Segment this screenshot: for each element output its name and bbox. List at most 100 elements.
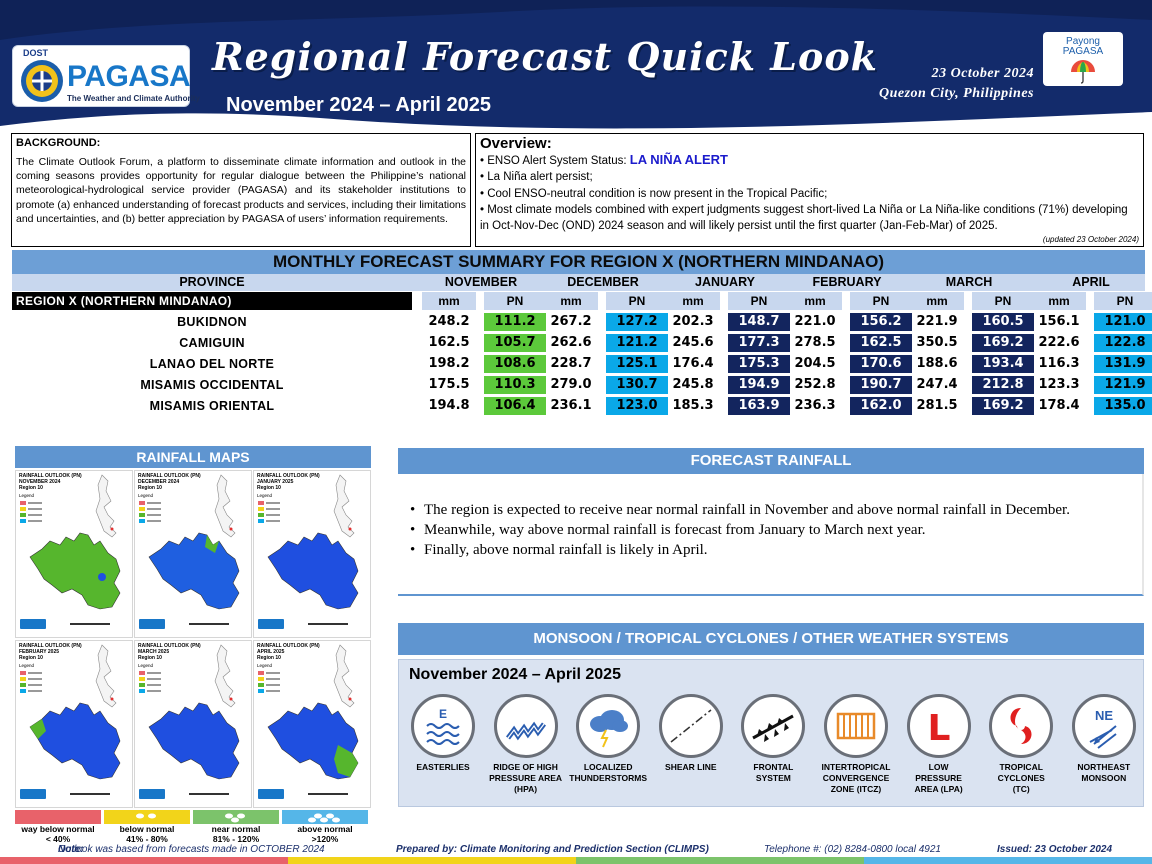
rainfall-map-image [20,644,121,799]
scale-label-range: < 40% [45,834,71,844]
percent-normal-cell: 111.2 [484,313,546,331]
scale-label-category: way below normal [21,824,95,834]
rainfall-mm-cell: 247.4 [916,377,958,392]
pn-column-header: PN [484,292,546,310]
dost-label: DOST [23,48,49,58]
forecast-rainfall-list: The region is expected to receive near n… [408,500,1134,560]
weather-system-item: NE NORTHEAST MONSOON [1062,692,1146,804]
rainfall-mm-cell: 267.2 [550,314,592,329]
map-title-line: Region 10 [257,655,281,661]
map-title-line: RAINFALL OUTLOOK (PN) [19,643,82,649]
mm-column-header: mm [666,292,720,310]
map-legend-title: Legend [138,663,154,668]
rainfall-map-image [258,644,359,799]
percent-normal-cell: 130.7 [606,376,668,394]
mm-column-header: mm [910,292,964,310]
scale-label: above normal >120% [277,824,373,844]
province-name: BUKIDNON [177,315,247,329]
pn-column-header: PN [850,292,912,310]
weather-system-name: NORTHEAST MONSOON [1062,762,1146,784]
weather-system-item: RIDGE OF HIGH PRESSURE AREA (HPA) [484,692,568,804]
pagasa-seal-icon [21,60,63,102]
summary-header-row: PROVINCE NOVEMBER DECEMBER JANUARY FEBRUARY… [12,274,1145,291]
easterlies-icon: E [411,694,475,758]
weather-systems-section: November 2024 – April 2025 E EASTERLIES RI… [398,659,1144,807]
map-title-line: Region 10 [19,655,43,661]
province-header: PROVINCE [179,275,245,289]
rainfall-map-image [139,644,240,799]
rainfall-mm-cell: 222.6 [1038,335,1080,350]
footer-note-label: Note: [58,844,84,855]
rainfall-mm-cell: 123.3 [1038,377,1080,392]
percent-normal-cell: 177.3 [728,334,790,352]
percent-normal-cell: 122.8 [1094,334,1152,352]
thunderstorm-icon [576,694,641,758]
cloud-rain-icon [225,813,245,823]
cloud-rain-icon [308,813,340,823]
pn-column-header: PN [606,292,668,310]
map-title: RAINFALL OUTLOOK (PN) FEBRUARY 2025 Region… [19,643,82,661]
map-title: RAINFALL OUTLOOK (PN) DECEMBER 2024 Region… [138,473,201,491]
weather-system-name-line: LOCALIZED [583,762,633,772]
percent-normal-cell: 121.9 [1094,376,1152,394]
rainfall-mm-cell: 194.8 [428,398,470,413]
footer: Note: Outlook was based from forecasts m… [0,842,1152,858]
weather-system-name-line: EASTERLIES [416,762,470,772]
payong-line1: Payong [1066,36,1100,47]
percent-normal-cell: 131.9 [1094,355,1152,373]
weather-system-item: SHEAR LINE [649,692,733,804]
mm-column-header: mm [544,292,598,310]
enso-status-line: • ENSO Alert System Status: LA NIÑA ALER… [480,152,1139,169]
month-header: FEBRUARY [812,275,882,289]
rainfall-mm-cell: 178.4 [1038,398,1080,413]
weather-system-name-line: RIDGE OF HIGH [493,762,558,772]
rainfall-mm-cell: 221.9 [916,314,958,329]
pn-column-header: PN [1094,292,1152,310]
rainfall-mm-cell: 228.7 [550,356,592,371]
rainfall-map-panel: RAINFALL OUTLOOK (PN) NOVEMBER 2024 Region… [15,470,133,638]
forecast-bullet: Finally, above normal rainfall is likely… [408,540,1134,560]
rainfall-mm-cell: 252.8 [794,377,836,392]
region-label: REGION X (NORTHERN MINDANAO) [12,292,412,310]
footer-issued: Issued: 23 October 2024 [997,844,1113,855]
forecast-rainfall-section: The region is expected to receive near n… [398,474,1144,596]
scale-label-range: 41% - 80% [126,834,168,844]
map-title-line: MARCH 2025 [138,649,170,655]
rainfall-mm-cell: 116.3 [1038,356,1080,371]
percent-normal-cell: 162.5 [850,334,912,352]
rainfall-mm-cell: 176.4 [672,356,714,371]
rainfall-maps-grid: RAINFALL OUTLOOK (PN) NOVEMBER 2024 Region… [15,470,371,808]
tropical-cyclone-icon [989,694,1054,758]
percent-normal-cell: 121.2 [606,334,668,352]
rainfall-map-panel: RAINFALL OUTLOOK (PN) DECEMBER 2024 Region… [134,470,252,638]
scale-label-range: 81% - 120% [212,834,260,844]
rainfall-mm-cell: 262.6 [550,335,592,350]
map-legend-title: Legend [138,493,154,498]
weather-system-name-line: SYSTEM [755,773,791,783]
month-header: NOVEMBER [444,275,518,289]
weather-system-name-line: CYCLONES [997,773,1045,783]
percent-normal-cell: 194.9 [728,376,790,394]
header-banner: DOST PAGASA The Weather and Climate Auth… [0,0,1152,130]
percent-normal-cell: 156.2 [850,313,912,331]
rainfall-mm-cell: 236.3 [794,398,836,413]
weather-systems-period: November 2024 – April 2025 [409,666,621,683]
background-text: The Climate Outlook Forum, a platform to… [16,156,466,225]
weather-system-name-line: ZONE (ITCZ) [830,784,882,794]
weather-system-name-line: SHEAR LINE [665,762,717,772]
percent-normal-cell: 190.7 [850,376,912,394]
weather-system-name-line: INTERTROPICAL [821,762,891,772]
map-title-line: Region 10 [138,485,162,491]
percent-normal-cell: 106.4 [484,397,546,415]
month-header: MARCH [945,275,993,289]
map-title-line: Region 10 [19,485,43,491]
weather-system-item: E EASTERLIES [401,692,485,804]
ridge-icon [493,694,558,758]
weather-system-name: TROPICAL CYCLONES (TC) [979,762,1063,795]
rainfall-mm-cell: 245.6 [672,335,714,350]
map-title: RAINFALL OUTLOOK (PN) JANUARY 2025 Region … [257,473,320,491]
rainfall-maps-title: RAINFALL MAPS [15,446,371,468]
rainfall-mm-cell: 281.5 [916,398,958,413]
map-title-line: JANUARY 2025 [257,479,294,485]
issue-date: 23 October 2024 [931,66,1034,81]
